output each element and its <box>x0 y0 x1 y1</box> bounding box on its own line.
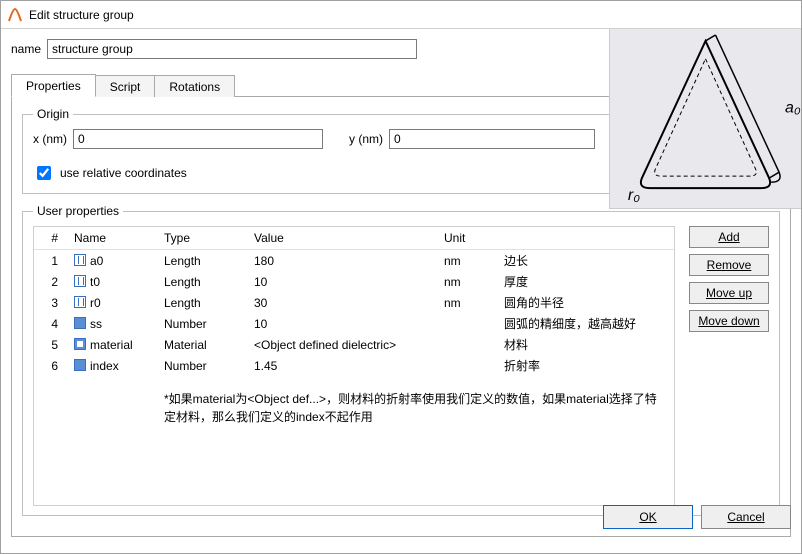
dialog-content: a₀ r₀ name Properties Script Rotations O… <box>1 29 801 537</box>
cell-unit <box>438 313 498 334</box>
user-properties-buttons: Add Remove Move up Move down <box>685 226 769 506</box>
y-label: y (nm) <box>349 132 383 146</box>
remove-button[interactable]: Remove <box>689 254 769 276</box>
cell-value: <Object defined dielectric> <box>248 334 438 355</box>
geometry-sketch: a₀ r₀ <box>609 29 801 209</box>
cell-desc: 材料 <box>498 334 674 355</box>
table-row[interactable]: 1a0Length180nm边长 <box>34 250 674 272</box>
add-button[interactable]: Add <box>689 226 769 248</box>
cell-unit: nm <box>438 292 498 313</box>
origin-legend: Origin <box>33 107 73 121</box>
cell-num: 5 <box>34 334 68 355</box>
user-properties-table-wrap: # Name Type Value Unit 1a0Length180nm边长2… <box>33 226 675 506</box>
y-input[interactable] <box>389 129 595 149</box>
name-input[interactable] <box>47 39 417 59</box>
tab-script[interactable]: Script <box>95 75 156 97</box>
window-title: Edit structure group <box>29 8 134 22</box>
cell-num: 1 <box>34 250 68 272</box>
cell-num: 6 <box>34 355 68 376</box>
length-icon <box>74 254 86 266</box>
title-bar: Edit structure group <box>1 1 801 29</box>
cancel-button[interactable]: Cancel <box>701 505 791 529</box>
move-down-button[interactable]: Move down <box>689 310 769 332</box>
cell-name: material <box>68 334 158 355</box>
use-relative-label: use relative coordinates <box>60 166 187 180</box>
cell-value: 30 <box>248 292 438 313</box>
note-row: *如果material为<Object def...>，则材料的折射率使用我们定… <box>34 376 674 428</box>
cell-value: 10 <box>248 271 438 292</box>
cell-num: 2 <box>34 271 68 292</box>
length-icon <box>74 296 86 308</box>
cell-name: index <box>68 355 158 376</box>
x-input[interactable] <box>73 129 323 149</box>
cell-value: 180 <box>248 250 438 272</box>
col-header-value[interactable]: Value <box>248 227 438 250</box>
sketch-label-r: r₀ <box>628 187 640 204</box>
note-text: *如果material为<Object def...>，则材料的折射率使用我们定… <box>158 376 674 428</box>
cell-name: t0 <box>68 271 158 292</box>
length-icon <box>74 275 86 287</box>
cell-num: 4 <box>34 313 68 334</box>
x-label: x (nm) <box>33 132 67 146</box>
tab-properties[interactable]: Properties <box>11 74 96 97</box>
number-icon <box>74 317 86 329</box>
cell-desc: 边长 <box>498 250 674 272</box>
cell-type: Length <box>158 271 248 292</box>
user-properties-group: User properties # Name Type Value Unit <box>22 204 780 516</box>
col-header-unit[interactable]: Unit <box>438 227 674 250</box>
cell-unit: nm <box>438 250 498 272</box>
cell-name: r0 <box>68 292 158 313</box>
cell-type: Number <box>158 313 248 334</box>
cell-unit <box>438 355 498 376</box>
cell-desc: 折射率 <box>498 355 674 376</box>
cell-unit: nm <box>438 271 498 292</box>
sketch-label-a: a₀ <box>785 100 801 117</box>
table-row[interactable]: 4ssNumber10 圆弧的精细度，越高越好 <box>34 313 674 334</box>
number-icon <box>74 359 86 371</box>
cell-type: Length <box>158 250 248 272</box>
app-icon <box>7 7 23 23</box>
col-header-num[interactable]: # <box>34 227 68 250</box>
table-row[interactable]: 3r0Length30nm圆角的半径 <box>34 292 674 313</box>
cell-desc: 圆角的半径 <box>498 292 674 313</box>
cell-unit <box>438 334 498 355</box>
tab-rotations[interactable]: Rotations <box>154 75 235 97</box>
cell-desc: 圆弧的精细度，越高越好 <box>498 313 674 334</box>
user-properties-legend: User properties <box>33 204 123 218</box>
cell-name: ss <box>68 313 158 334</box>
table-row[interactable]: 5materialMaterial<Object defined dielect… <box>34 334 674 355</box>
cell-name: a0 <box>68 250 158 272</box>
cell-type: Number <box>158 355 248 376</box>
table-row[interactable]: 2t0Length10nm厚度 <box>34 271 674 292</box>
ok-button[interactable]: OK <box>603 505 693 529</box>
col-header-type[interactable]: Type <box>158 227 248 250</box>
col-header-name[interactable]: Name <box>68 227 158 250</box>
table-row[interactable]: 6indexNumber1.45 折射率 <box>34 355 674 376</box>
cell-num: 3 <box>34 292 68 313</box>
cell-type: Length <box>158 292 248 313</box>
user-properties-table: # Name Type Value Unit 1a0Length180nm边长2… <box>34 227 674 428</box>
dialog-footer: OK Cancel <box>603 505 791 529</box>
cell-type: Material <box>158 334 248 355</box>
material-icon <box>74 338 86 350</box>
cell-value: 1.45 <box>248 355 438 376</box>
move-up-button[interactable]: Move up <box>689 282 769 304</box>
name-label: name <box>11 42 41 56</box>
cell-desc: 厚度 <box>498 271 674 292</box>
cell-value: 10 <box>248 313 438 334</box>
use-relative-checkbox[interactable] <box>37 166 51 180</box>
